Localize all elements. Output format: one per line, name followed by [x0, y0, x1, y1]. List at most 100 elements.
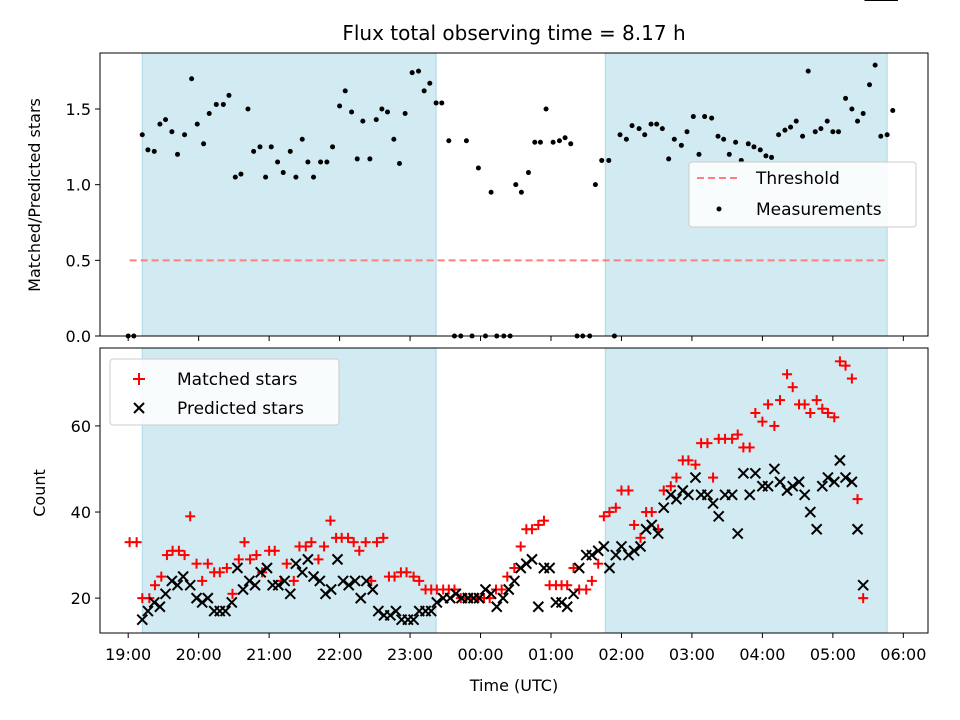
measurement-point — [475, 165, 481, 171]
predicted-star-point — [774, 476, 786, 488]
measurement-point — [763, 153, 769, 159]
predicted-star-point — [689, 471, 702, 484]
matched-star-point — [173, 545, 184, 556]
matched-star-point — [646, 507, 657, 518]
predicted-star-point — [857, 579, 869, 591]
matched-star-points — [124, 0, 898, 604]
predicted-star-point — [828, 476, 840, 488]
measurement-point — [726, 151, 732, 157]
matched-star-point — [251, 550, 262, 561]
measurement-point — [379, 106, 385, 112]
matched-star-point — [702, 438, 713, 449]
legend-measurements-swatch — [716, 206, 722, 212]
measurement-point — [878, 133, 884, 139]
predicted-star-point — [290, 557, 302, 570]
x-tick-label: 21:00 — [246, 645, 292, 664]
ratio-y-label: Matched/Predicted stars — [25, 98, 44, 292]
predicted-star-point — [567, 588, 580, 600]
measurement-point — [867, 82, 873, 88]
predicted-star-point — [360, 575, 373, 587]
predicted-star-point — [231, 562, 244, 574]
measurement-point — [513, 182, 519, 188]
measurement-point — [890, 108, 896, 114]
predicted-star-point — [278, 575, 291, 587]
matched-star-point — [408, 571, 419, 582]
matched-star-point — [526, 524, 537, 535]
matched-star-point — [858, 593, 869, 604]
predicted-star-point — [615, 540, 628, 553]
observing-interval-top-1 — [141, 52, 437, 337]
predicted-star-point — [839, 471, 852, 484]
matched-star-point — [732, 429, 743, 440]
matched-star-point — [671, 472, 682, 483]
measurement-point — [812, 129, 818, 135]
measurement-point — [525, 170, 531, 176]
measurement-point — [702, 114, 708, 120]
predicted-star-point — [682, 489, 695, 501]
predicted-star-point — [237, 583, 249, 596]
measurement-point — [757, 147, 763, 153]
matched-star-point — [239, 537, 250, 548]
measurement-point — [666, 156, 672, 162]
matched-star-point — [744, 442, 755, 453]
measurement-point — [268, 144, 274, 150]
predicted-star-point — [302, 553, 314, 566]
ratio-panel: 0.0 0.5 1.0 1.5 Matched/Predicted stars Thr… — [25, 52, 929, 346]
matched-star-point — [354, 545, 365, 556]
x-tick-label: 23:00 — [387, 645, 433, 664]
matched-star-point — [131, 537, 142, 548]
matched-star-point — [179, 550, 190, 561]
measurement-point — [189, 76, 195, 82]
predicted-star-point — [628, 545, 640, 557]
matched-star-point — [562, 580, 573, 591]
matched-star-point — [300, 541, 311, 552]
predicted-star-point — [159, 588, 172, 600]
matched-star-point — [568, 562, 579, 573]
matched-star-point — [822, 408, 833, 419]
predicted-star-point — [171, 579, 184, 591]
measurement-point — [251, 148, 257, 154]
matched-star-point — [496, 584, 507, 595]
predicted-star-point — [658, 502, 670, 514]
measurement-point — [402, 111, 408, 117]
matched-star-point — [787, 382, 798, 393]
measurement-point — [145, 147, 151, 153]
matched-star-point — [852, 494, 863, 505]
matched-star-point — [635, 532, 646, 543]
matched-star-point — [156, 571, 167, 582]
measurement-point — [367, 156, 373, 162]
x-tick-label: 06:00 — [880, 645, 926, 664]
measurement-point — [696, 151, 702, 157]
measurement-point — [654, 121, 660, 127]
measurement-point — [678, 142, 684, 148]
measurement-point — [855, 118, 861, 124]
measurement-point — [550, 139, 556, 145]
predicted-star-point — [343, 579, 355, 591]
predicted-star-point — [732, 527, 744, 540]
matched-star-point — [799, 399, 810, 410]
predicted-star-point — [425, 605, 437, 617]
measurement-point — [373, 117, 379, 123]
measurement-point — [463, 138, 469, 144]
matched-star-point — [817, 403, 828, 414]
matched-star-point — [221, 562, 232, 573]
ratio-y-tick-label: 0.0 — [66, 327, 91, 346]
predicted-star-point — [810, 523, 823, 535]
predicted-star-point — [532, 601, 545, 613]
measurement-point — [151, 148, 157, 154]
matched-star-point — [227, 588, 238, 599]
measurement-point — [636, 126, 642, 132]
predicted-star-point — [508, 575, 521, 587]
matched-star-point — [757, 416, 768, 427]
matched-star-point — [281, 558, 292, 569]
predicted-star-point — [798, 489, 811, 501]
matched-star-point — [515, 541, 526, 552]
ratio-x-ticks — [127, 336, 904, 341]
count-x-ticks: 19:00 20:00 21:00 22:00 23:00 00:00 01:00 02:00… — [105, 633, 926, 664]
measurement-point — [592, 182, 598, 188]
count-y-tick-label: 40 — [71, 503, 91, 522]
matched-star-point — [371, 537, 382, 548]
matched-star-point — [769, 420, 780, 431]
matched-star-point — [348, 537, 359, 548]
predicted-star-point — [473, 592, 485, 604]
